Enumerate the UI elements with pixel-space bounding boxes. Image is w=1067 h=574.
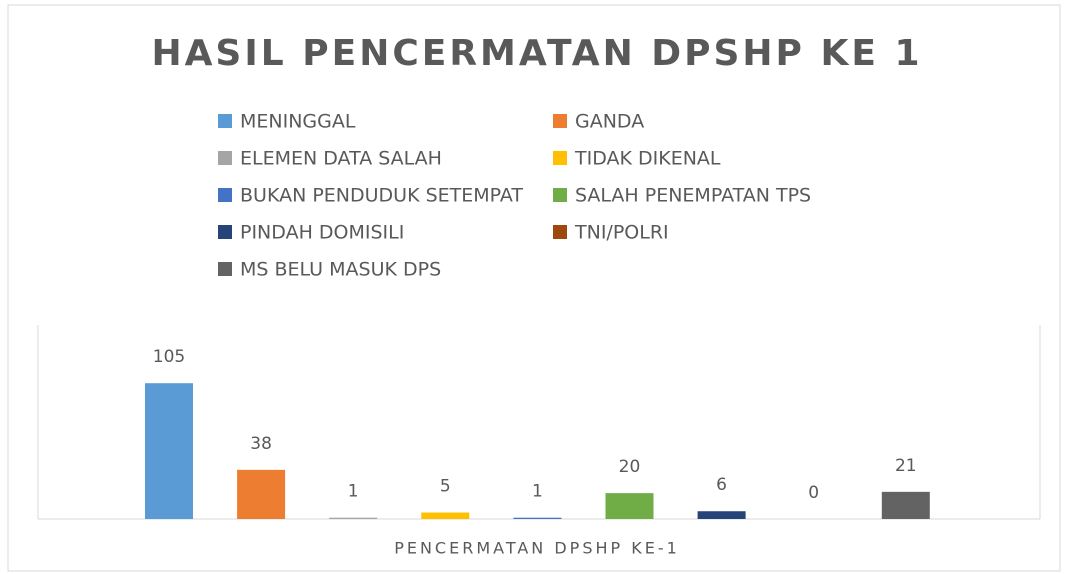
legend-label: GANDA bbox=[575, 111, 644, 133]
legend-swatch bbox=[218, 225, 232, 239]
legend-swatch bbox=[553, 188, 567, 202]
data-label: 1 bbox=[348, 482, 359, 502]
legend-swatch bbox=[553, 151, 567, 165]
data-label: 21 bbox=[895, 456, 917, 476]
legend-swatch bbox=[218, 188, 232, 202]
bar bbox=[697, 511, 746, 519]
bar bbox=[237, 469, 286, 519]
legend-label: ELEMEN DATA SALAH bbox=[240, 148, 442, 170]
data-label: 0 bbox=[808, 483, 819, 503]
data-label: 20 bbox=[619, 457, 641, 477]
data-label: 6 bbox=[716, 475, 727, 495]
legend-swatch bbox=[218, 262, 232, 276]
bar bbox=[513, 517, 562, 519]
legend-swatch bbox=[553, 114, 567, 128]
legend-label: PINDAH DOMISILI bbox=[240, 222, 404, 244]
legend-swatch bbox=[553, 225, 567, 239]
bar bbox=[421, 512, 470, 519]
data-label: 105 bbox=[153, 347, 185, 367]
data-label: 1 bbox=[532, 482, 543, 502]
legend-label: MS BELU MASUK DPS bbox=[240, 259, 441, 281]
data-label: 5 bbox=[440, 477, 451, 497]
legend-label: TIDAK DIKENAL bbox=[574, 148, 721, 170]
bar bbox=[329, 517, 378, 519]
legend-label: SALAH PENEMPATAN TPS bbox=[575, 185, 811, 207]
x-category-label: PENCERMATAN DPSHP KE-1 bbox=[394, 539, 680, 558]
chart-frame bbox=[7, 4, 1061, 572]
data-label: 38 bbox=[250, 434, 272, 454]
bar bbox=[145, 383, 193, 519]
legend-label: BUKAN PENDUDUK SETEMPAT bbox=[240, 185, 523, 207]
legend-label: TNI/POLRI bbox=[574, 222, 669, 244]
legend-swatch bbox=[218, 151, 232, 165]
legend-label: MENINGGAL bbox=[240, 111, 356, 133]
bar bbox=[605, 493, 654, 519]
chart-title: HASIL PENCERMATAN DPSHP KE 1 bbox=[151, 33, 922, 74]
legend-swatch bbox=[218, 114, 232, 128]
bar bbox=[881, 491, 930, 519]
